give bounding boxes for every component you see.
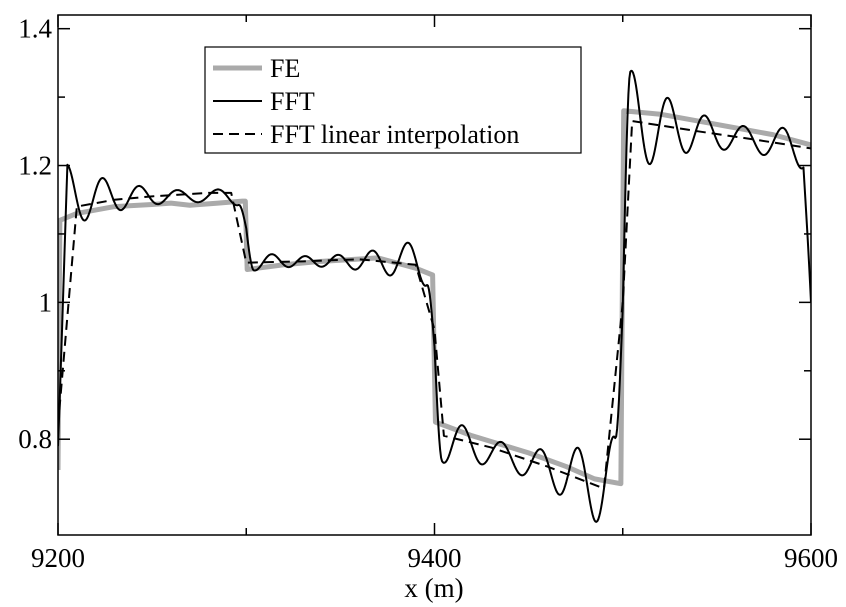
series-line-2: [58, 120, 811, 490]
legend-label: FFT: [270, 87, 315, 116]
x-tick-label: 9200: [31, 543, 85, 573]
legend-box: [204, 46, 582, 154]
y-tick-label: 0.8: [18, 424, 52, 454]
ticks-layer: 9200 9400 9600 0.8 1 1.2 1.4: [18, 14, 838, 573]
series-line-0: [58, 108, 811, 487]
legend: FE FFT FFT linear interpolation: [204, 46, 582, 154]
legend-label: FE: [270, 54, 300, 83]
y-tick-label: 1.2: [18, 151, 52, 181]
legend-label: FFT linear interpolation: [270, 120, 519, 149]
x-tick-label: 9600: [784, 543, 838, 573]
series-layer: [58, 69, 811, 523]
x-axis-label: x (m): [404, 573, 463, 603]
series-line-1: [58, 69, 811, 523]
y-tick-label: 1: [39, 287, 53, 317]
y-tick-label: 1.4: [18, 14, 52, 44]
x-tick-label: 9400: [408, 543, 462, 573]
